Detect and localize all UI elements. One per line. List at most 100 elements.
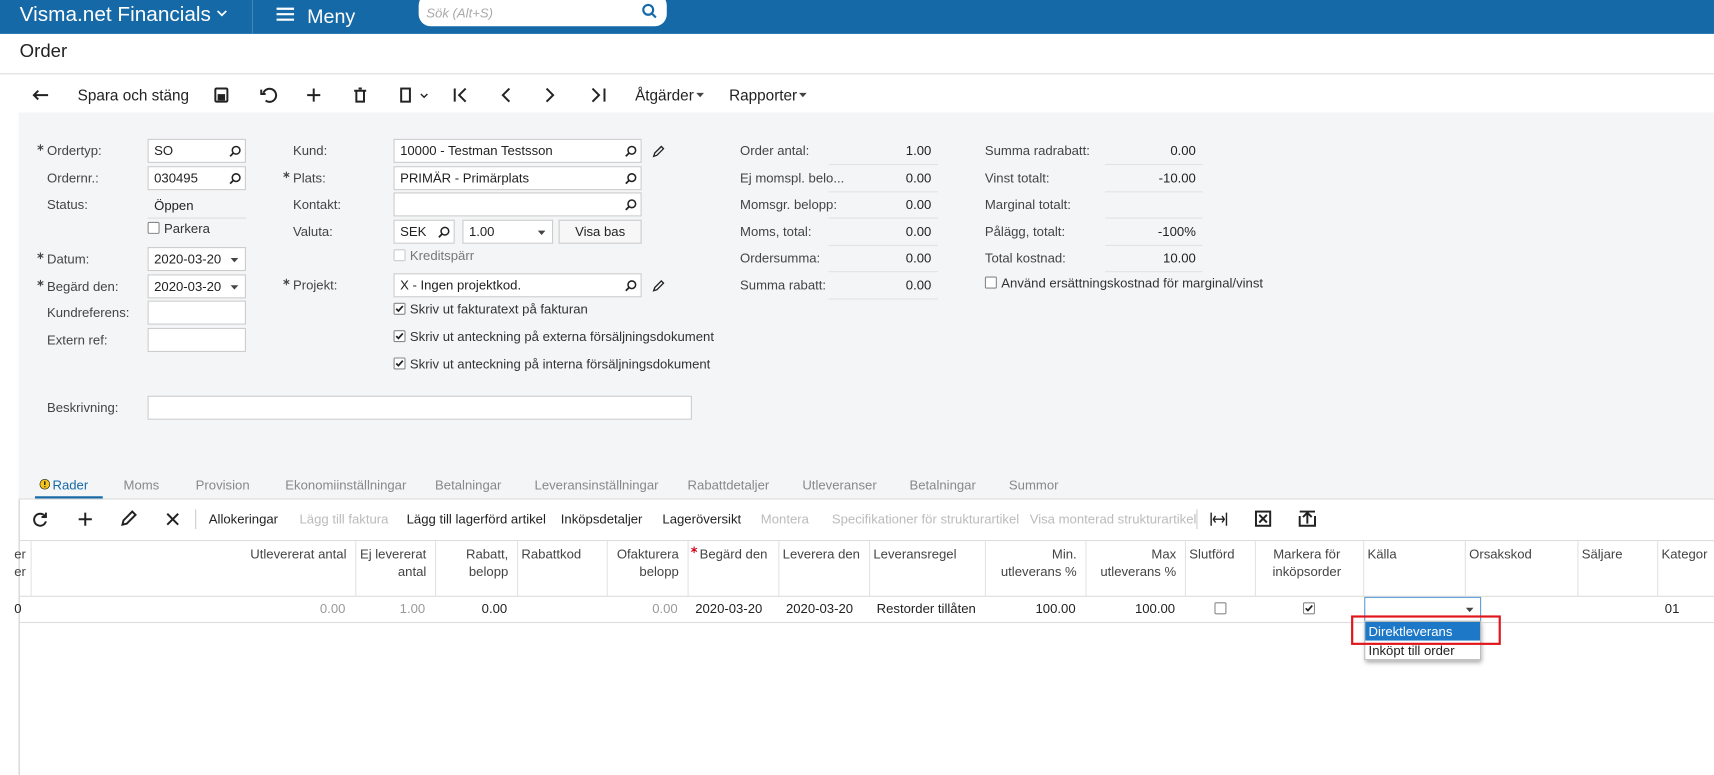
field-label: Status:	[47, 196, 88, 213]
summary-value: -10.00	[1158, 170, 1196, 186]
grid-cell: 100.00	[1035, 601, 1076, 617]
tab[interactable]: Rabattdetaljer	[687, 477, 770, 493]
checkbox[interactable]	[393, 302, 407, 316]
column-header: er er	[14, 546, 26, 580]
dropdown-option[interactable]: Direktleverans	[1368, 624, 1453, 640]
grid-cell: 0	[14, 601, 22, 617]
summary-underline	[828, 271, 938, 273]
field-label: Kontakt:	[292, 196, 342, 213]
reports-menu[interactable]: Rapporter	[729, 86, 798, 104]
column-divider	[355, 541, 357, 596]
tab[interactable]: Leveransinställningar	[534, 477, 659, 493]
column-header: Begärd den	[699, 546, 768, 562]
checkbox-label: Parkera	[163, 220, 210, 237]
checkbox-label: Använd ersättningskostnad för marginal/v…	[1001, 275, 1264, 291]
dropdown-caret	[696, 92, 704, 98]
dropdown-caret	[230, 285, 239, 290]
column-divider	[1464, 541, 1466, 596]
search-input[interactable]: Sök (Alt+S)	[426, 5, 494, 21]
page-title: Order	[19, 40, 68, 62]
tab[interactable]: Utleveranser	[802, 477, 877, 493]
summary-label: Summa rabatt:	[740, 277, 827, 293]
field-value: 10000 - Testman Testsson	[400, 143, 553, 159]
summary-value: 10.00	[1163, 250, 1196, 267]
rate-select[interactable]	[462, 219, 554, 244]
brand: Visma.net Financials	[19, 3, 211, 27]
summary-value: 0.00	[905, 196, 932, 213]
column-header: Slutförd	[1189, 546, 1235, 562]
column-divider	[30, 541, 32, 596]
checkbox[interactable]	[1214, 602, 1227, 615]
column-divider	[435, 541, 437, 596]
column-header: Ofakturera belopp	[616, 546, 679, 580]
grid-toolbar-button[interactable]: Lageröversikt	[662, 511, 742, 527]
checkbox[interactable]	[393, 357, 407, 370]
column-divider	[1577, 541, 1579, 596]
menu-label[interactable]: Meny	[307, 5, 356, 28]
field-label: Datum:	[47, 251, 90, 267]
edit-icon	[652, 279, 665, 292]
column-header: Min. utleverans %	[1000, 546, 1077, 580]
field-input[interactable]	[147, 300, 246, 325]
field-input[interactable]	[393, 166, 642, 191]
grid-line	[18, 595, 1714, 597]
dropdown-option[interactable]: Inköpt till order	[1368, 642, 1455, 659]
tab[interactable]: Provision	[195, 477, 250, 493]
tab[interactable]: Ekonomiinställningar	[285, 477, 407, 493]
field-input[interactable]	[393, 138, 642, 163]
column-header: Leverera den	[782, 546, 860, 562]
checkbox-label: Kreditspärr	[409, 248, 475, 264]
field-input[interactable]	[147, 274, 246, 299]
checkbox[interactable]	[1302, 602, 1315, 615]
show-base-label[interactable]: Visa bas	[575, 224, 626, 240]
actions-menu[interactable]: Åtgärder	[635, 86, 694, 104]
tab[interactable]: Rader	[52, 477, 89, 493]
field-input[interactable]	[393, 273, 642, 298]
checkbox[interactable]	[393, 330, 407, 343]
column-divider	[1184, 541, 1187, 596]
field-input[interactable]	[147, 327, 246, 352]
field-input[interactable]	[147, 138, 246, 163]
grid-toolbar-button[interactable]: Lägg till lagerförd artikel	[406, 511, 546, 527]
checkbox[interactable]	[147, 221, 161, 235]
column-header: Rabattkod	[521, 546, 582, 562]
grid-toolbar-button[interactable]: Inköpsdetaljer	[560, 511, 643, 527]
field-input[interactable]	[147, 395, 692, 420]
field-label: Begärd den:	[47, 278, 119, 295]
grid-toolbar-button[interactable]: Allokeringar	[208, 511, 279, 527]
lookup-icon	[625, 280, 637, 292]
summary-value: 0.00	[905, 170, 932, 186]
tab[interactable]: Moms	[123, 477, 160, 493]
checkbox[interactable]	[984, 276, 998, 290]
checkbox-label: Skriv ut anteckning på interna försäljni…	[409, 356, 711, 372]
column-header: Max utleverans %	[1100, 546, 1177, 580]
summary-underline	[1105, 271, 1203, 273]
field-input[interactable]	[147, 166, 246, 191]
required-marker	[691, 546, 698, 554]
tab[interactable]: Betalningar	[435, 477, 502, 493]
column-header: Orsakskod	[1469, 546, 1532, 562]
grid-cell: 1.00	[399, 601, 426, 617]
show-base-button[interactable]	[558, 219, 642, 244]
column-header: Ej levererat antal	[359, 546, 427, 580]
field-input[interactable]	[147, 247, 246, 272]
grid-cell: 0.00	[481, 601, 508, 617]
save-close-button[interactable]: Spara och stäng	[77, 86, 190, 104]
column-divider	[778, 541, 780, 596]
toolbar-icons	[32, 87, 606, 103]
summary-value: 0.00	[905, 223, 932, 240]
summary-label: Ej momspl. belo...	[740, 170, 845, 186]
field-input[interactable]	[393, 219, 455, 244]
column-divider	[869, 541, 871, 596]
required-marker	[37, 279, 44, 287]
summary-label: Ordersumma:	[740, 250, 821, 267]
column-header: Källa	[1367, 546, 1397, 562]
field-value: 2020-03-20	[154, 251, 222, 267]
summary-underline	[828, 298, 938, 300]
tab[interactable]: Betalningar	[909, 477, 976, 493]
column-header: Leveransregel	[873, 546, 957, 562]
grid-toolbar-button: Lägg till faktura	[299, 511, 389, 527]
field-input[interactable]	[393, 192, 642, 217]
tab[interactable]: Summor	[1008, 477, 1059, 493]
